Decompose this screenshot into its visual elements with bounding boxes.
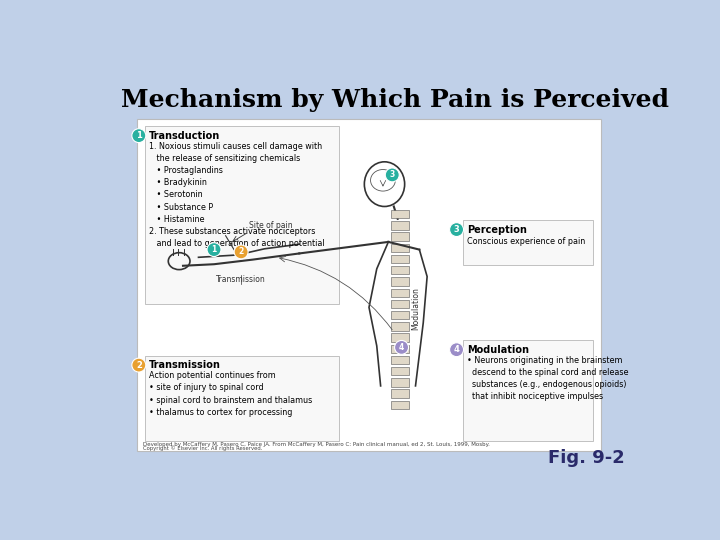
Circle shape <box>234 245 248 259</box>
Text: Copyright © Elsevier Inc. All rights Reserved.: Copyright © Elsevier Inc. All rights Res… <box>143 446 263 451</box>
Text: Transmission: Transmission <box>149 361 221 370</box>
FancyBboxPatch shape <box>392 311 408 319</box>
FancyBboxPatch shape <box>145 126 339 303</box>
FancyBboxPatch shape <box>392 322 408 330</box>
FancyBboxPatch shape <box>392 345 408 353</box>
Text: Perception: Perception <box>467 225 526 235</box>
Text: Developed by McCaffery M, Pasero C, Paice JA. From McCaffery M, Pasero C: Pain c: Developed by McCaffery M, Pasero C, Paic… <box>143 442 490 447</box>
Text: 1: 1 <box>136 131 142 140</box>
Text: 3: 3 <box>454 225 459 234</box>
Text: Action potential continues from
• site of injury to spinal cord
• spinal cord to: Action potential continues from • site o… <box>149 372 312 417</box>
FancyBboxPatch shape <box>392 356 408 364</box>
FancyBboxPatch shape <box>392 389 408 398</box>
Text: 1: 1 <box>212 245 217 254</box>
Text: Modulation: Modulation <box>467 345 528 355</box>
Text: Transduction: Transduction <box>149 131 220 141</box>
Text: Conscious experience of pain: Conscious experience of pain <box>467 237 585 246</box>
FancyBboxPatch shape <box>392 232 408 241</box>
Text: Fig. 9-2: Fig. 9-2 <box>548 449 625 467</box>
FancyBboxPatch shape <box>138 119 600 451</box>
Text: 1. Noxious stimuli causes cell damage with
   the release of sensitizing chemica: 1. Noxious stimuli causes cell damage wi… <box>149 142 325 248</box>
Circle shape <box>395 340 408 354</box>
FancyBboxPatch shape <box>392 288 408 297</box>
Circle shape <box>449 222 464 237</box>
FancyBboxPatch shape <box>392 378 408 387</box>
FancyBboxPatch shape <box>392 266 408 274</box>
FancyBboxPatch shape <box>392 244 408 252</box>
FancyBboxPatch shape <box>392 278 408 286</box>
FancyBboxPatch shape <box>392 367 408 375</box>
FancyBboxPatch shape <box>145 356 339 441</box>
Text: Site of pain: Site of pain <box>249 221 292 231</box>
Circle shape <box>132 358 145 372</box>
Circle shape <box>207 242 221 256</box>
Text: Mechanism by Which Pain is Perceived: Mechanism by Which Pain is Perceived <box>121 88 669 112</box>
FancyBboxPatch shape <box>463 220 593 265</box>
Text: 2: 2 <box>238 247 244 256</box>
Text: 4: 4 <box>454 345 459 354</box>
Text: • Neurons originating in the brainstem
  descend to the spinal cord and release
: • Neurons originating in the brainstem d… <box>467 356 628 401</box>
Text: 2: 2 <box>136 361 142 369</box>
Text: 3: 3 <box>390 171 395 179</box>
FancyBboxPatch shape <box>392 210 408 219</box>
Circle shape <box>449 343 464 356</box>
Circle shape <box>385 168 399 182</box>
FancyBboxPatch shape <box>463 340 593 441</box>
FancyBboxPatch shape <box>392 300 408 308</box>
FancyBboxPatch shape <box>392 255 408 264</box>
FancyBboxPatch shape <box>392 333 408 342</box>
Text: 4: 4 <box>399 343 404 352</box>
FancyBboxPatch shape <box>392 401 408 409</box>
FancyBboxPatch shape <box>392 221 408 229</box>
Text: Modulation: Modulation <box>411 287 420 329</box>
Circle shape <box>132 129 145 143</box>
Text: Transmission: Transmission <box>216 275 266 284</box>
